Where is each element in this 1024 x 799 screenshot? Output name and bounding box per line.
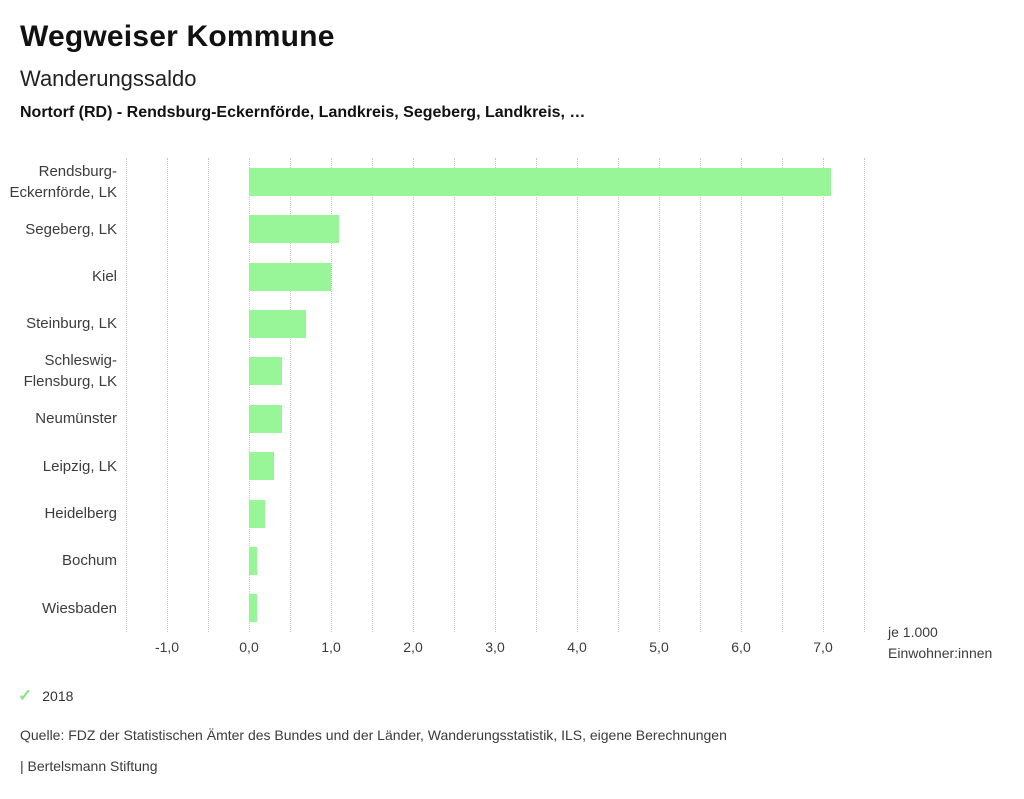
y-axis: Rendsburg-Eckernförde, LK Segeberg, LK Kie… — [0, 158, 117, 632]
x-tick-label: 1,0 — [321, 639, 341, 655]
gridline — [741, 158, 742, 632]
category-label: Bochum — [61, 552, 117, 570]
chart-bar[interactable] — [249, 262, 331, 291]
category-label: Steinburg, LK — [26, 315, 117, 333]
gridline — [536, 158, 537, 632]
chart-bar[interactable] — [249, 594, 258, 623]
gridline — [208, 158, 209, 632]
gridline — [495, 158, 496, 632]
category-label: Schleswig-Flensburg, LK — [23, 352, 117, 391]
chart-bar[interactable] — [249, 404, 282, 433]
chart-bar[interactable] — [249, 452, 274, 481]
gridline — [331, 158, 332, 632]
chart-bar[interactable] — [249, 546, 258, 575]
x-tick-label: -1,0 — [154, 639, 180, 655]
legend-label: 2018 — [42, 688, 74, 704]
gridline — [577, 158, 578, 632]
gridline — [618, 158, 619, 632]
gridline — [454, 158, 455, 632]
category-label: Leipzig, LK — [42, 457, 117, 475]
category-label: Neumünster — [35, 410, 117, 428]
legend-item-2018[interactable]: ✓ 2018 — [18, 687, 73, 705]
x-axis: -1,0 0,0 1,0 2,0 3,0 4,0 5,0 6,0 7,0 — [126, 639, 864, 657]
gridline — [864, 158, 865, 632]
category-label: Kiel — [91, 267, 117, 285]
chart-bar[interactable] — [249, 215, 340, 244]
gridline — [372, 158, 373, 632]
x-tick-label: 7,0 — [813, 639, 833, 655]
x-tick-label: 6,0 — [731, 639, 751, 655]
chart-bar[interactable] — [249, 499, 266, 528]
gridline — [413, 158, 414, 632]
x-axis-unit-label: je 1.000 Einwohner:innen — [888, 624, 993, 661]
gridline — [659, 158, 660, 632]
category-label: Segeberg, LK — [25, 220, 117, 238]
category-label: Wiesbaden — [41, 599, 117, 617]
gridline — [782, 158, 783, 632]
x-tick-label: 0,0 — [239, 639, 259, 655]
chart-bar[interactable] — [249, 167, 832, 196]
chart-bar[interactable] — [249, 309, 307, 338]
chart-title: Wanderungssaldo — [20, 66, 197, 91]
gridline — [126, 158, 127, 632]
category-label: Heidelberg — [44, 504, 117, 522]
x-tick-label: 2,0 — [403, 639, 423, 655]
attribution-text: | Bertelsmann Stiftung — [20, 758, 158, 774]
x-tick-label: 4,0 — [567, 639, 587, 655]
x-tick-label: 3,0 — [485, 639, 505, 655]
category-label: Rendsburg-Eckernförde, LK — [9, 162, 117, 201]
chart-bar[interactable] — [249, 357, 282, 386]
page-title: Wegweiser Kommune — [20, 20, 335, 53]
source-text: Quelle: FDZ der Statistischen Ämter des … — [20, 727, 727, 743]
check-icon: ✓ — [18, 686, 33, 705]
chart-context-line: Nortorf (RD) - Rendsburg-Eckernförde, La… — [20, 104, 586, 121]
x-tick-label: 5,0 — [649, 639, 669, 655]
gridline — [823, 158, 824, 632]
gridline — [167, 158, 168, 632]
gridline — [249, 158, 250, 632]
gridline — [700, 158, 701, 632]
migration-balance-chart — [126, 158, 865, 632]
gridline — [290, 158, 291, 632]
